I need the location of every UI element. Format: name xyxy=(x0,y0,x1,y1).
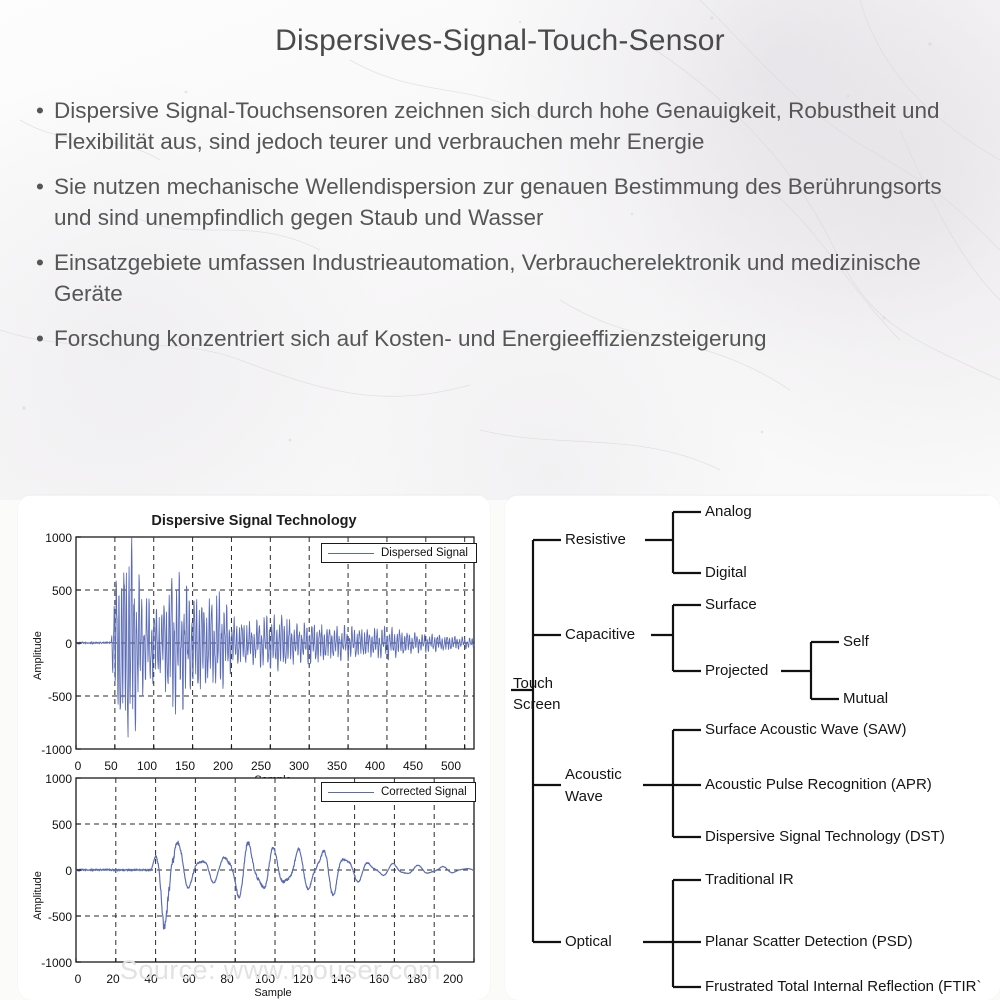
chart2-xtick: 80 xyxy=(220,972,234,986)
chart2-ytick: 1000 xyxy=(45,772,72,786)
tree-node-analog[interactable]: Analog xyxy=(705,503,752,520)
touchscreen-tree: Touch Screen Resistive Analog Digital Ca… xyxy=(505,495,1000,1000)
legend-line-swatch xyxy=(328,791,374,793)
tree-node-surface[interactable]: Surface xyxy=(705,596,757,613)
bullet-marker: • xyxy=(36,326,44,351)
tree-node-mutual[interactable]: Mutual xyxy=(843,690,889,707)
chart1-xtick: 450 xyxy=(402,759,424,773)
list-item: • Sie nutzen mechanische Wellendispersio… xyxy=(34,171,969,233)
chart2-xtick: 100 xyxy=(254,972,276,986)
bullet-marker: • xyxy=(36,250,44,275)
chart2-ytick: -1000 xyxy=(41,956,72,970)
list-item: • Dispersive Signal-Touchsensoren zeichn… xyxy=(34,95,969,157)
chart2-xtick: 200 xyxy=(442,972,464,986)
chart2-xtick: 180 xyxy=(406,972,428,986)
chart2-ytick: 500 xyxy=(51,818,72,832)
tree-connectors xyxy=(511,510,839,989)
chart1-ytick: -500 xyxy=(47,690,72,704)
chart2-xtick: 20 xyxy=(106,972,120,986)
list-item: • Forschung konzentriert sich auf Kosten… xyxy=(34,323,969,354)
chart2-plot-area xyxy=(75,777,475,963)
chart-title: Dispersive Signal Technology xyxy=(151,513,357,529)
tree-node-self[interactable]: Self xyxy=(843,633,869,650)
chart1-xtick: 400 xyxy=(364,759,386,773)
list-item-text: Einsatzgebiete umfassen Industrieautomat… xyxy=(54,250,921,306)
chart1-xtick: 100 xyxy=(136,759,158,773)
legend-line-swatch xyxy=(328,552,374,554)
chart1-ytick: 500 xyxy=(51,584,72,598)
chart2-x-axis-label: Sample xyxy=(254,987,292,999)
panel-divider xyxy=(18,495,490,496)
chart1-ytick: -1000 xyxy=(41,743,72,757)
chart-dispersive-signal-technology: Dispersive Signal Technology Amplitude 1… xyxy=(18,505,490,786)
chart2-xtick: 120 xyxy=(292,972,314,986)
tree-node-capacitive[interactable]: Capacitive xyxy=(565,626,636,643)
chart1-plot-area xyxy=(75,536,475,750)
chart1-xtick: 0 xyxy=(74,759,82,773)
legend-label: Corrected Signal xyxy=(381,786,467,798)
list-item-text: Dispersive Signal-Touchsensoren zeichnen… xyxy=(54,98,940,154)
legend-label: Dispersed Signal xyxy=(381,547,468,559)
tree-node-acoustic-line2: Wave xyxy=(565,788,603,805)
chart2-xtick: 0 xyxy=(74,972,82,986)
chart1-xtick: 150 xyxy=(174,759,196,773)
bullet-marker: • xyxy=(36,174,44,199)
charts-panel: Dispersive Signal Technology Amplitude 1… xyxy=(18,495,490,1000)
chart1-ytick: 1000 xyxy=(45,531,72,545)
chart-corrected-signal: Amplitude 1000 500 0 -500 -1000 0 20 40 … xyxy=(18,760,490,999)
tree-node-acoustic-wave[interactable]: Acoustic Wave xyxy=(565,764,645,808)
bullet-list: • Dispersive Signal-Touchsensoren zeichn… xyxy=(34,95,969,368)
tree-node-root-line2: Screen xyxy=(513,696,561,713)
tree-node-psd[interactable]: Planar Scatter Detection (PSD) xyxy=(705,933,913,950)
chart1-xtick: 50 xyxy=(104,759,118,773)
chart1-xtick: 200 xyxy=(212,759,234,773)
chart2-xtick: 160 xyxy=(368,972,390,986)
chart1-xtick: 250 xyxy=(250,759,272,773)
tree-node-acoustic-line1: Acoustic xyxy=(565,766,622,783)
tree-node-optical[interactable]: Optical xyxy=(565,933,612,950)
bullet-marker: • xyxy=(36,98,44,123)
tree-node-root-line1: Touch xyxy=(513,675,554,692)
chart1-xtick: 350 xyxy=(326,759,348,773)
tree-node-apr[interactable]: Acoustic Pulse Recognition (APR) xyxy=(705,776,932,793)
chart2-xtick: 40 xyxy=(144,972,158,986)
chart1-ytick: 0 xyxy=(65,637,72,651)
chart1-legend: Dispersed Signal xyxy=(321,543,477,563)
chart2-xtick: 140 xyxy=(330,972,352,986)
chart2-ytick: 0 xyxy=(65,864,72,878)
tree-node-dst[interactable]: Dispersive Signal Technology (DST) xyxy=(705,828,945,845)
chart1-xtick: 500 xyxy=(440,759,462,773)
tree-node-saw[interactable]: Surface Acoustic Wave (SAW) xyxy=(705,721,907,738)
touchscreen-taxonomy-panel: Touch Screen Resistive Analog Digital Ca… xyxy=(505,495,1000,1000)
tree-node-traditional-ir[interactable]: Traditional IR xyxy=(705,871,794,888)
tree-node-digital[interactable]: Digital xyxy=(705,564,747,581)
page-title: Dispersives-Signal-Touch-Sensor xyxy=(275,24,725,57)
tree-node-ftir[interactable]: Frustrated Total Internal Reflection (FT… xyxy=(705,978,982,995)
chart2-legend: Corrected Signal xyxy=(321,782,476,802)
list-item-text: Sie nutzen mechanische Wellendispersion … xyxy=(54,174,942,230)
list-item-text: Forschung konzentriert sich auf Kosten- … xyxy=(54,326,767,351)
chart1-xtick: 300 xyxy=(288,759,310,773)
chart2-xtick: 60 xyxy=(182,972,196,986)
panel-divider xyxy=(505,495,1000,496)
tree-node-resistive[interactable]: Resistive xyxy=(565,531,626,548)
list-item: • Einsatzgebiete umfassen Industrieautom… xyxy=(34,247,969,309)
tree-node-projected[interactable]: Projected xyxy=(705,662,769,679)
hero-section: Dispersives-Signal-Touch-Sensor • Disper… xyxy=(0,0,1000,495)
chart2-ytick: -500 xyxy=(47,910,72,924)
tree-node-root[interactable]: Touch Screen xyxy=(513,673,583,715)
